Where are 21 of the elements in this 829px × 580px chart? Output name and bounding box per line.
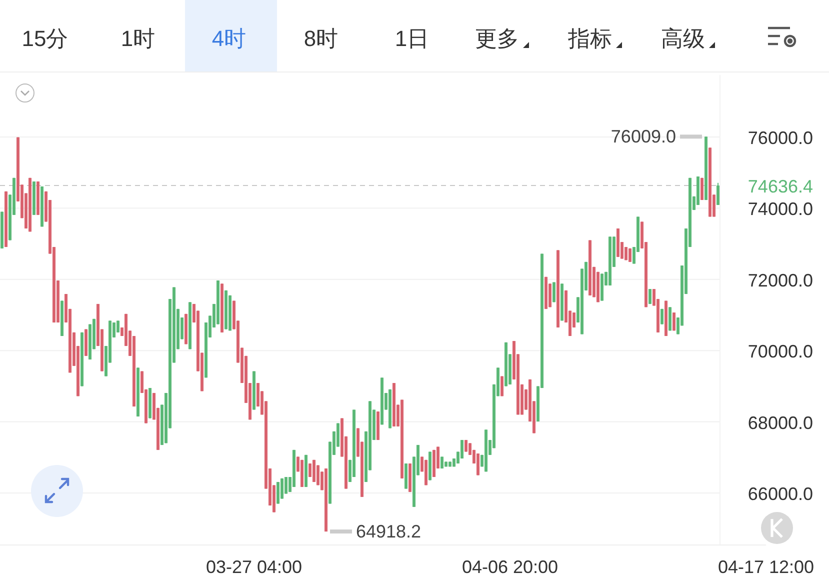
text: 4时 xyxy=(212,26,246,51)
text: 1时 xyxy=(120,26,156,51)
x-tick-label: 04-17 12:00 xyxy=(718,557,814,577)
annotation: 64918.2 xyxy=(356,522,422,542)
annotation: 76009.0 xyxy=(610,126,676,147)
ref-line-label: 74636.4 xyxy=(748,176,813,197)
text: 指标 xyxy=(567,26,612,51)
text: 8时 xyxy=(304,26,338,51)
text: 15分 xyxy=(22,26,68,51)
y-tick-label: 70000.0 xyxy=(748,342,813,362)
text: 1日 xyxy=(394,26,430,51)
y-tick-label: 66000.0 xyxy=(748,484,813,504)
y-tick-label: 76000.0 xyxy=(748,128,813,148)
text: 更多 xyxy=(475,26,519,51)
candlestick xyxy=(716,182,720,206)
x-tick-label: 04-06 20:00 xyxy=(462,557,558,577)
y-tick-label: 72000.0 xyxy=(748,270,813,290)
text: 高级 xyxy=(661,26,705,51)
y-tick-label: 68000.0 xyxy=(748,412,813,433)
y-tick-label: 74000.0 xyxy=(748,199,813,220)
x-tick-label: 03-27 04:00 xyxy=(206,557,302,577)
